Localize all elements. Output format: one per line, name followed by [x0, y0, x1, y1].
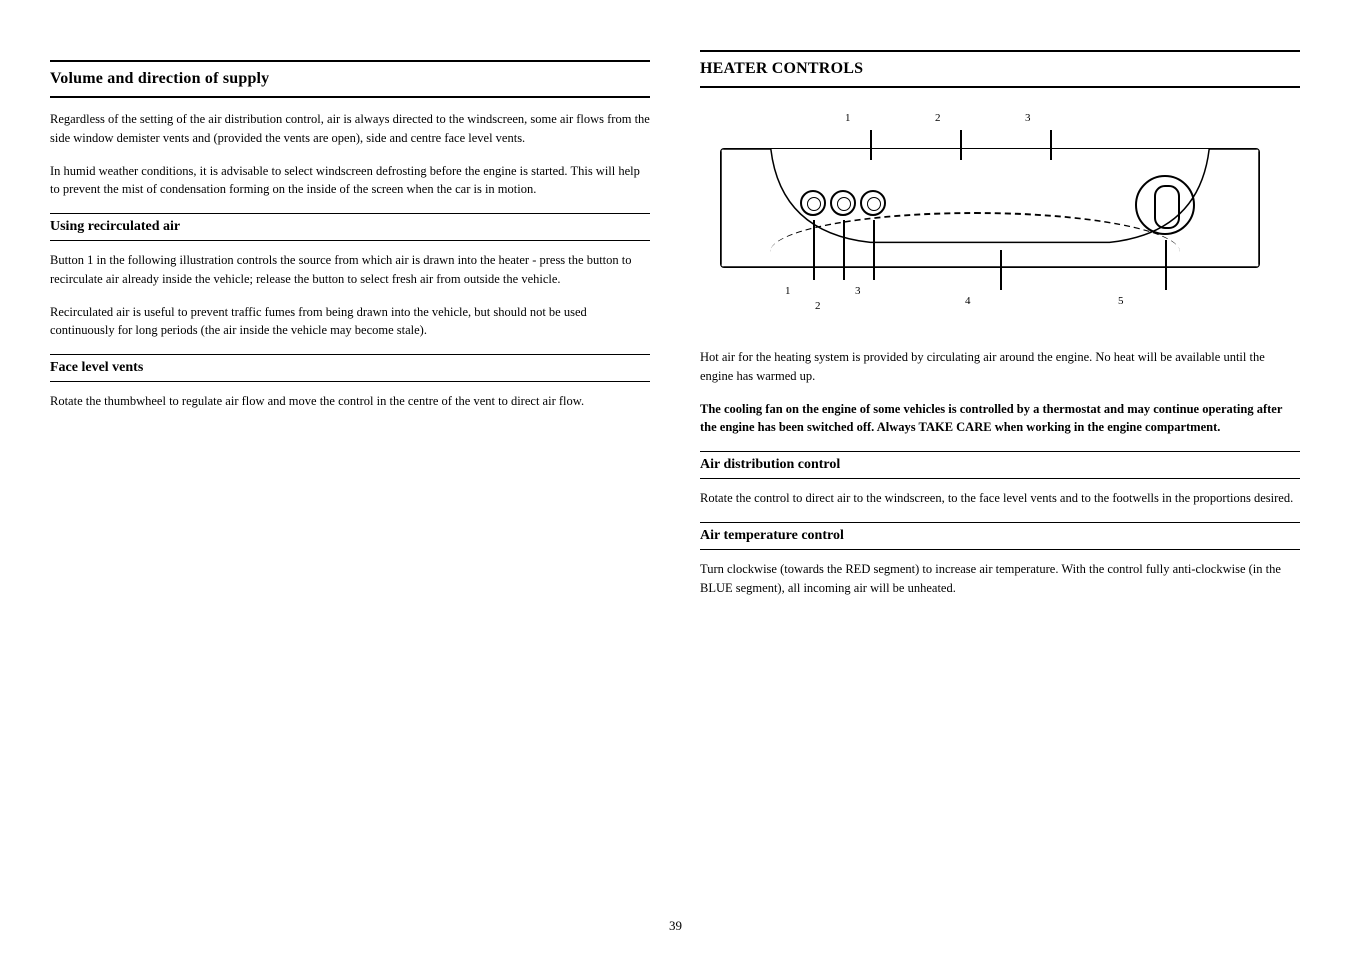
section-temp: Air temperature control	[700, 522, 1300, 550]
para-heater1: Hot air for the heating system is provid…	[700, 348, 1300, 386]
para-recirc2: Recirculated air is useful to prevent tr…	[50, 303, 650, 341]
section-heater: HEATER CONTROLS	[700, 50, 1300, 88]
para-humid: In humid weather conditions, it is advis…	[50, 162, 650, 200]
page-number: 39	[669, 918, 682, 934]
lead-bot-mid	[1000, 250, 1002, 290]
knob-1	[800, 190, 826, 216]
top-label-3: 3	[1025, 112, 1031, 124]
bot-label-3: 3	[855, 285, 861, 297]
para-volume: Regardless of the setting of the air dis…	[50, 110, 650, 148]
lead-top-1	[870, 130, 872, 160]
lead-bot-3	[873, 220, 875, 280]
section-recirc: Using recirculated air	[50, 213, 650, 241]
para-dist: Rotate the control to direct air to the …	[700, 489, 1300, 508]
knob-2	[830, 190, 856, 216]
lead-bot-1	[813, 220, 815, 280]
bot-label-2: 2	[815, 300, 821, 312]
lead-top-3	[1050, 130, 1052, 160]
lead-bot-knob	[1165, 240, 1167, 290]
lead-bot-2	[843, 220, 845, 280]
lead-top-2	[960, 130, 962, 160]
main-knob	[1135, 175, 1195, 235]
knob-3	[860, 190, 886, 216]
para-face: Rotate the thumbwheel to regulate air fl…	[50, 392, 650, 411]
bot-label-1: 1	[785, 285, 791, 297]
top-label-2: 2	[935, 112, 941, 124]
section-dist: Air distribution control	[700, 451, 1300, 479]
para-recirc1: Button 1 in the following illustration c…	[50, 251, 650, 289]
top-label-1: 1	[845, 112, 851, 124]
section-volume: Volume and direction of supply	[50, 60, 650, 98]
section-face: Face level vents	[50, 354, 650, 382]
para-temp: Turn clockwise (towards the RED segment)…	[700, 560, 1300, 598]
bot-label-knob: 5	[1118, 295, 1124, 307]
para-heater2: The cooling fan on the engine of some ve…	[700, 400, 1300, 438]
heater-controls-diagram: 1 2 3 1 2 3 4 5	[700, 100, 1280, 330]
bot-label-mid: 4	[965, 295, 971, 307]
